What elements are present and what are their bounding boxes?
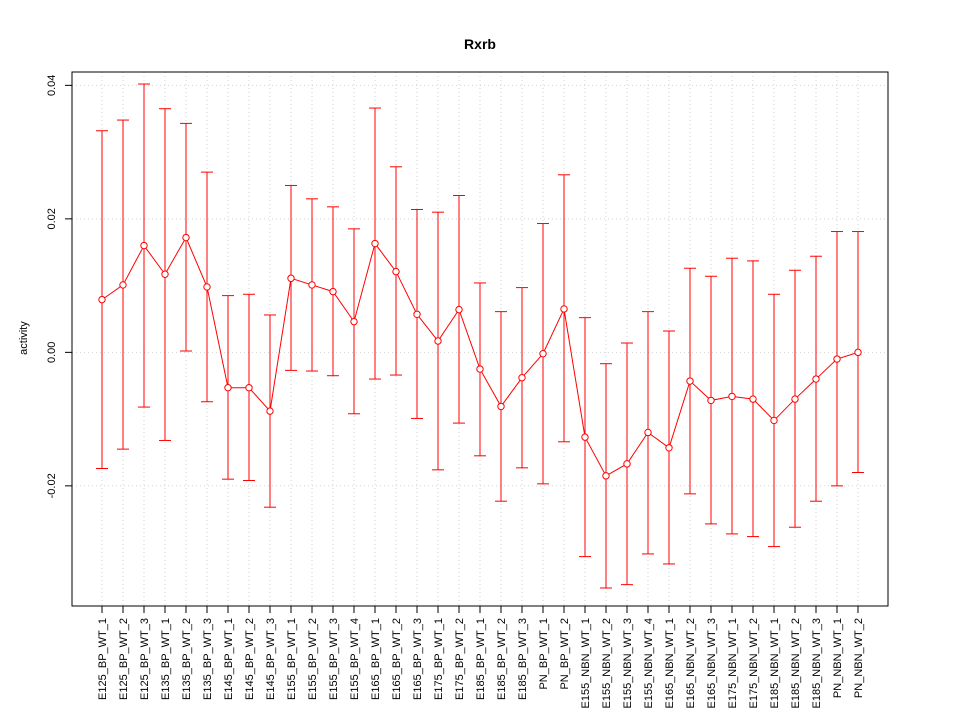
x-tick-label: E155_NBN_WT_1: [580, 618, 592, 709]
x-tick-label: E155_BP_WT_2: [307, 618, 319, 700]
x-tick-label: E165_BP_WT_3: [412, 618, 424, 700]
y-axis-label: activity: [18, 321, 30, 355]
x-tick-label: E135_BP_WT_3: [202, 618, 214, 700]
data-point: [329, 287, 337, 296]
x-tick-label: E165_NBN_WT_1: [664, 618, 676, 709]
x-tick-label: E175_NBN_WT_2: [748, 618, 760, 709]
x-tick-label: E185_BP_WT_3: [517, 618, 529, 700]
data-point: [245, 384, 253, 392]
x-tick-label: E175_BP_WT_1: [433, 618, 445, 700]
data-point: [770, 416, 778, 425]
x-tick-label: PN_BP_WT_2: [559, 618, 571, 690]
data-point: [371, 239, 379, 248]
y-tick-label: 0.04: [46, 75, 58, 96]
x-tick-label: E165_BP_WT_1: [370, 618, 382, 700]
x-tick-label: E145_BP_WT_2: [244, 618, 256, 700]
x-tick-label: E185_BP_WT_2: [496, 618, 508, 700]
data-point: [749, 395, 757, 403]
x-tick-label: E135_BP_WT_2: [181, 618, 193, 700]
x-tick-label: E155_BP_WT_3: [328, 618, 340, 700]
x-tick-label: E155_BP_WT_1: [286, 618, 298, 700]
data-point: [644, 428, 652, 437]
y-tick-label: -0.02: [46, 473, 58, 498]
x-tick-label: E185_NBN_WT_1: [769, 618, 781, 709]
x-tick-label: E125_BP_WT_3: [139, 618, 151, 700]
x-tick-label: E185_NBN_WT_2: [790, 618, 802, 709]
data-point: [434, 337, 442, 345]
x-tick-label: E185_NBN_WT_3: [811, 618, 823, 709]
data-point: [392, 267, 400, 276]
x-tick-label: E155_NBN_WT_4: [643, 618, 655, 709]
data-point: [812, 375, 820, 383]
data-point: [602, 472, 610, 480]
x-tick-label: E165_NBN_WT_2: [685, 618, 697, 709]
x-tick-label: E155_BP_WT_4: [349, 618, 361, 700]
data-point: [560, 305, 568, 313]
data-point: [686, 377, 694, 385]
x-tick-label: PN_NBN_WT_2: [853, 618, 865, 698]
y-axis: -0.02 0.00 0.02 0.04: [46, 75, 72, 498]
x-tick-label: PN_NBN_WT_1: [832, 618, 844, 698]
x-tick-label: E135_BP_WT_1: [160, 618, 172, 700]
data-point: [308, 281, 316, 289]
data-point: [224, 384, 232, 392]
data-point: [707, 396, 715, 405]
plot-frame: [71, 71, 889, 607]
chart-title: Rxrb: [464, 36, 496, 52]
x-tick-label: E145_BP_WT_1: [223, 618, 235, 700]
data-point: [182, 233, 190, 242]
x-tick-label: E175_NBN_WT_1: [727, 618, 739, 709]
data-point: [119, 281, 127, 289]
data-point: [455, 305, 463, 314]
data-point: [623, 460, 631, 468]
data-point: [476, 365, 484, 373]
data-point: [203, 283, 211, 291]
x-tick-label: E125_BP_WT_2: [118, 618, 130, 700]
y-tick-label: 0.02: [46, 208, 58, 229]
x-tick-label: PN_BP_WT_1: [538, 618, 550, 690]
data-point: [413, 310, 421, 319]
data-point: [581, 433, 589, 441]
data-point: [140, 241, 148, 250]
y-tick-label: 0.00: [46, 342, 58, 363]
data-point: [665, 444, 673, 452]
x-tick-label: E185_BP_WT_1: [475, 618, 487, 700]
data-point: [791, 395, 799, 403]
data-point: [98, 295, 106, 304]
x-tick-label: E165_NBN_WT_3: [706, 618, 718, 709]
x-tick-label: E175_BP_WT_2: [454, 618, 466, 700]
data-point: [350, 317, 358, 326]
data-point: [287, 274, 295, 282]
data-point: [161, 270, 169, 278]
point-layer: [98, 233, 862, 480]
x-tick-label: E155_NBN_WT_2: [601, 618, 613, 709]
x-tick-label: E125_BP_WT_1: [97, 618, 109, 700]
x-tick-label: E155_NBN_WT_3: [622, 618, 634, 709]
data-point: [266, 407, 274, 415]
data-point: [497, 402, 505, 411]
data-point: [833, 355, 841, 363]
data-point: [854, 348, 862, 357]
data-point: [518, 374, 526, 382]
data-point: [728, 392, 736, 401]
x-axis: E125_BP_WT_1 E125_BP_WT_2 E125_BP_WT_3 E135…: [97, 606, 865, 709]
data-point: [539, 349, 547, 358]
x-tick-label: E165_BP_WT_2: [391, 618, 403, 700]
x-tick-label: E145_BP_WT_3: [265, 618, 277, 700]
